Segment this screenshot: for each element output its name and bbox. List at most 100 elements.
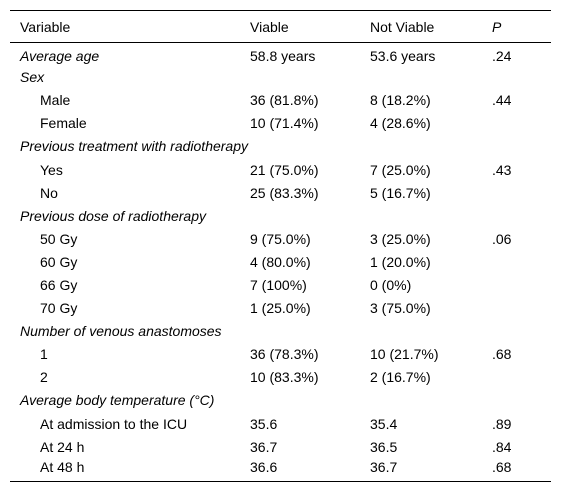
table-section-row: Number of venous anastomoses bbox=[10, 320, 551, 343]
cell-variable: 66 Gy bbox=[40, 276, 78, 293]
cell-variable: 50 Gy bbox=[40, 230, 78, 247]
cell-p-value: .84 bbox=[492, 438, 512, 455]
table-row: At 48 h 36.6 36.7 .68 bbox=[10, 458, 551, 482]
header-variable: Variable bbox=[20, 18, 71, 35]
cell-viable: 58.8 years bbox=[250, 48, 316, 65]
cell-p-value bbox=[482, 181, 551, 204]
cell-p-value: .68 bbox=[492, 346, 512, 363]
cell-p-value bbox=[482, 389, 551, 412]
table-section-row: Average body temperature (°C) bbox=[10, 389, 551, 412]
table-body: Average age 58.8 years 53.6 years .24 Sex Mal… bbox=[10, 43, 551, 482]
table-row: 70 Gy 1 (25.0%) 3 (75.0%) bbox=[10, 297, 551, 320]
table-row: 60 Gy 4 (80.0%) 1 (20.0%) bbox=[10, 250, 551, 273]
cell-p-value bbox=[482, 297, 551, 320]
cell-variable: 60 Gy bbox=[40, 253, 78, 270]
cell-p-value: .44 bbox=[492, 92, 512, 109]
cell-not-viable: 35.4 bbox=[370, 415, 398, 432]
cell-viable: 7 (100%) bbox=[250, 276, 307, 293]
cell-not-viable: 3 (75.0%) bbox=[370, 300, 431, 317]
cell-p-value bbox=[482, 320, 551, 343]
cell-variable: Male bbox=[40, 92, 71, 109]
table-row: 2 10 (83.3%) 2 (16.7%) bbox=[10, 366, 551, 389]
cell-not-viable: 0 (0%) bbox=[370, 276, 412, 293]
cell-variable: Yes bbox=[40, 161, 63, 178]
cell-viable bbox=[240, 204, 360, 227]
cell-viable: 1 (25.0%) bbox=[250, 300, 311, 317]
cell-not-viable: 8 (18.2%) bbox=[370, 92, 431, 109]
cell-variable: Sex bbox=[20, 69, 45, 86]
cell-variable: At admission to the ICU bbox=[40, 415, 188, 432]
cell-viable: 21 (75.0%) bbox=[250, 161, 319, 178]
cell-p-value bbox=[482, 135, 551, 158]
cell-variable: Previous treatment with radiotherapy bbox=[20, 138, 248, 155]
cell-p-value: .89 bbox=[492, 415, 512, 432]
cell-viable bbox=[240, 320, 360, 343]
cell-not-viable: 1 (20.0%) bbox=[370, 253, 431, 270]
table-section-row: Previous treatment with radiotherapy bbox=[10, 135, 551, 158]
table-section-row: Average age 58.8 years 53.6 years .24 bbox=[10, 43, 551, 66]
table-section-row: Sex bbox=[10, 66, 551, 89]
table-header-row: Variable Viable Not Viable P bbox=[10, 10, 551, 43]
cell-not-viable: 10 (21.7%) bbox=[370, 346, 439, 363]
cell-viable bbox=[240, 66, 360, 89]
cell-not-viable: 4 (28.6%) bbox=[370, 115, 431, 132]
cell-p-value bbox=[482, 273, 551, 296]
table-row: Female 10 (71.4%) 4 (28.6%) bbox=[10, 112, 551, 135]
cell-not-viable: 36.5 bbox=[370, 438, 398, 455]
cell-variable: Average age bbox=[20, 48, 100, 65]
cell-not-viable bbox=[360, 204, 482, 227]
header-p-value: P bbox=[492, 18, 502, 35]
cell-not-viable bbox=[360, 389, 482, 412]
header-viable: Viable bbox=[250, 18, 289, 35]
cell-variable: Average body temperature (°C) bbox=[20, 392, 215, 409]
cell-not-viable bbox=[360, 135, 482, 158]
cell-not-viable bbox=[360, 66, 482, 89]
cell-viable bbox=[240, 389, 360, 412]
table-row: 50 Gy 9 (75.0%) 3 (25.0%) .06 bbox=[10, 227, 551, 250]
table-row: At admission to the ICU 35.6 35.4 .89 bbox=[10, 412, 551, 435]
cell-variable: 1 bbox=[40, 346, 48, 363]
cell-variable: At 48 h bbox=[40, 459, 85, 476]
table-section-row: Previous dose of radiotherapy bbox=[10, 204, 551, 227]
cell-not-viable: 3 (25.0%) bbox=[370, 230, 431, 247]
cell-p-value bbox=[482, 250, 551, 273]
table-row: At 24 h 36.7 36.5 .84 bbox=[10, 435, 551, 458]
cell-p-value: .43 bbox=[492, 161, 512, 178]
table-row: 66 Gy 7 (100%) 0 (0%) bbox=[10, 273, 551, 296]
cell-not-viable bbox=[360, 320, 482, 343]
cell-variable: Number of venous anastomoses bbox=[20, 323, 222, 340]
cell-viable: 4 (80.0%) bbox=[250, 253, 311, 270]
cell-p-value: .24 bbox=[492, 48, 512, 65]
cell-not-viable: 7 (25.0%) bbox=[370, 161, 431, 178]
cell-p-value: .68 bbox=[492, 459, 512, 476]
cell-not-viable: 5 (16.7%) bbox=[370, 184, 431, 201]
cell-viable: 10 (71.4%) bbox=[250, 115, 319, 132]
cell-viable: 9 (75.0%) bbox=[250, 230, 311, 247]
cell-variable: Previous dose of radiotherapy bbox=[20, 207, 206, 224]
cell-viable: 36.7 bbox=[250, 438, 278, 455]
table-row: Yes 21 (75.0%) 7 (25.0%) .43 bbox=[10, 158, 551, 181]
cell-viable: 35.6 bbox=[250, 415, 278, 432]
cell-viable bbox=[240, 135, 360, 158]
cell-p-value bbox=[482, 112, 551, 135]
cell-viable: 36 (81.8%) bbox=[250, 92, 319, 109]
cell-viable: 10 (83.3%) bbox=[250, 369, 319, 386]
cell-variable: 2 bbox=[40, 369, 48, 386]
cell-p-value bbox=[482, 366, 551, 389]
cell-p-value bbox=[482, 204, 551, 227]
cell-viable: 36 (78.3%) bbox=[250, 346, 319, 363]
cell-variable: At 24 h bbox=[40, 438, 85, 455]
table-row: 1 36 (78.3%) 10 (21.7%) .68 bbox=[10, 343, 551, 366]
header-not-viable: Not Viable bbox=[370, 18, 435, 35]
cell-variable: 70 Gy bbox=[40, 300, 78, 317]
cell-variable: Female bbox=[40, 115, 87, 132]
cell-not-viable: 53.6 years bbox=[370, 48, 436, 65]
table-container: Variable Viable Not Viable P Average age… bbox=[10, 10, 551, 482]
cell-viable: 36.6 bbox=[250, 459, 278, 476]
cell-p-value: .06 bbox=[492, 230, 512, 247]
cell-p-value bbox=[482, 66, 551, 89]
cell-viable: 25 (83.3%) bbox=[250, 184, 319, 201]
cell-not-viable: 2 (16.7%) bbox=[370, 369, 431, 386]
data-table: Variable Viable Not Viable P Average age… bbox=[10, 10, 551, 482]
table-row: Male 36 (81.8%) 8 (18.2%) .44 bbox=[10, 89, 551, 112]
